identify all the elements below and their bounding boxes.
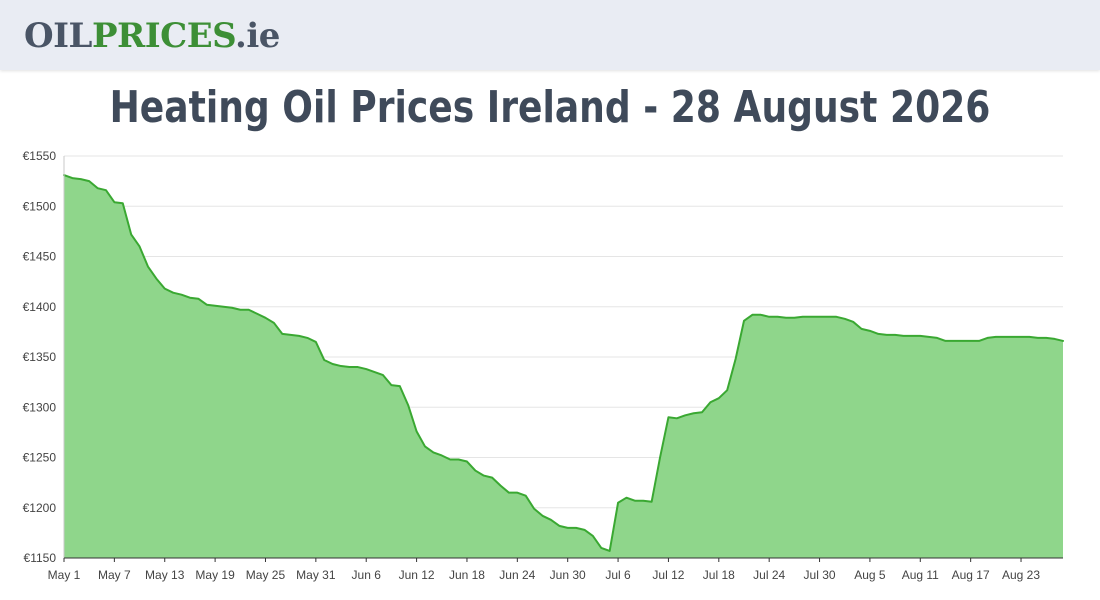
site-header: OILPRICES.ie <box>0 0 1100 70</box>
x-tick-label: Jul 30 <box>804 568 836 582</box>
x-tick-label: May 31 <box>296 568 336 582</box>
series-area <box>64 175 1063 558</box>
x-tick-label: May 19 <box>195 568 235 582</box>
page-title: Heating Oil Prices Ireland - 28 August 2… <box>109 82 991 133</box>
x-tick-label: May 25 <box>246 568 286 582</box>
x-tick-label: Aug 23 <box>1002 568 1040 582</box>
y-tick-label: €1450 <box>23 250 57 264</box>
series-line <box>63 174 1064 552</box>
x-tick-label: Aug 11 <box>902 568 939 582</box>
y-tick-label: €1300 <box>23 400 57 414</box>
y-tick-label: €1200 <box>23 501 57 515</box>
x-tick-label: Jul 12 <box>652 568 684 582</box>
x-tick-label: Aug 5 <box>854 568 886 582</box>
x-tick-label: Jul 24 <box>753 568 785 582</box>
x-tick-label: May 1 <box>48 568 81 582</box>
x-tick-label: May 13 <box>145 568 185 582</box>
x-tick-label: Jun 24 <box>499 568 535 582</box>
site-logo[interactable]: OILPRICES.ie <box>24 16 280 56</box>
area-layer <box>63 174 1064 558</box>
x-tick-label: Jul 18 <box>703 568 735 582</box>
y-tick-label: €1500 <box>23 199 57 213</box>
y-tick-label: €1250 <box>23 451 57 465</box>
y-axis: €1150 €1200 €1250 €1300 €1350 €1400 €1450 €1500… <box>23 149 65 565</box>
y-tick-label: €1350 <box>23 350 57 364</box>
price-chart: €1150 €1200 €1250 €1300 €1350 €1400 €1450 €1500… <box>23 149 1064 582</box>
x-tick-label: May 7 <box>98 568 131 582</box>
x-tick-label: Aug 17 <box>952 568 990 582</box>
x-tick-label: Jun 18 <box>449 568 485 582</box>
logo-tld: .ie <box>234 16 280 56</box>
y-tick-label: €1400 <box>23 300 57 314</box>
y-tick-label: €1550 <box>23 149 57 163</box>
y-tick-label: €1150 <box>24 551 57 565</box>
logo-prices: PRICES <box>91 16 236 56</box>
x-tick-label: Jun 12 <box>399 568 435 582</box>
x-axis: May 1 May 7 May 13 May 19 May 25 May 31 Jun 6 J… <box>48 557 1063 582</box>
x-tick-label: Jul 6 <box>605 568 631 582</box>
logo-oil: OIL <box>24 16 92 56</box>
x-tick-label: Jun 6 <box>352 568 382 582</box>
x-tick-label: Jun 30 <box>550 568 586 582</box>
